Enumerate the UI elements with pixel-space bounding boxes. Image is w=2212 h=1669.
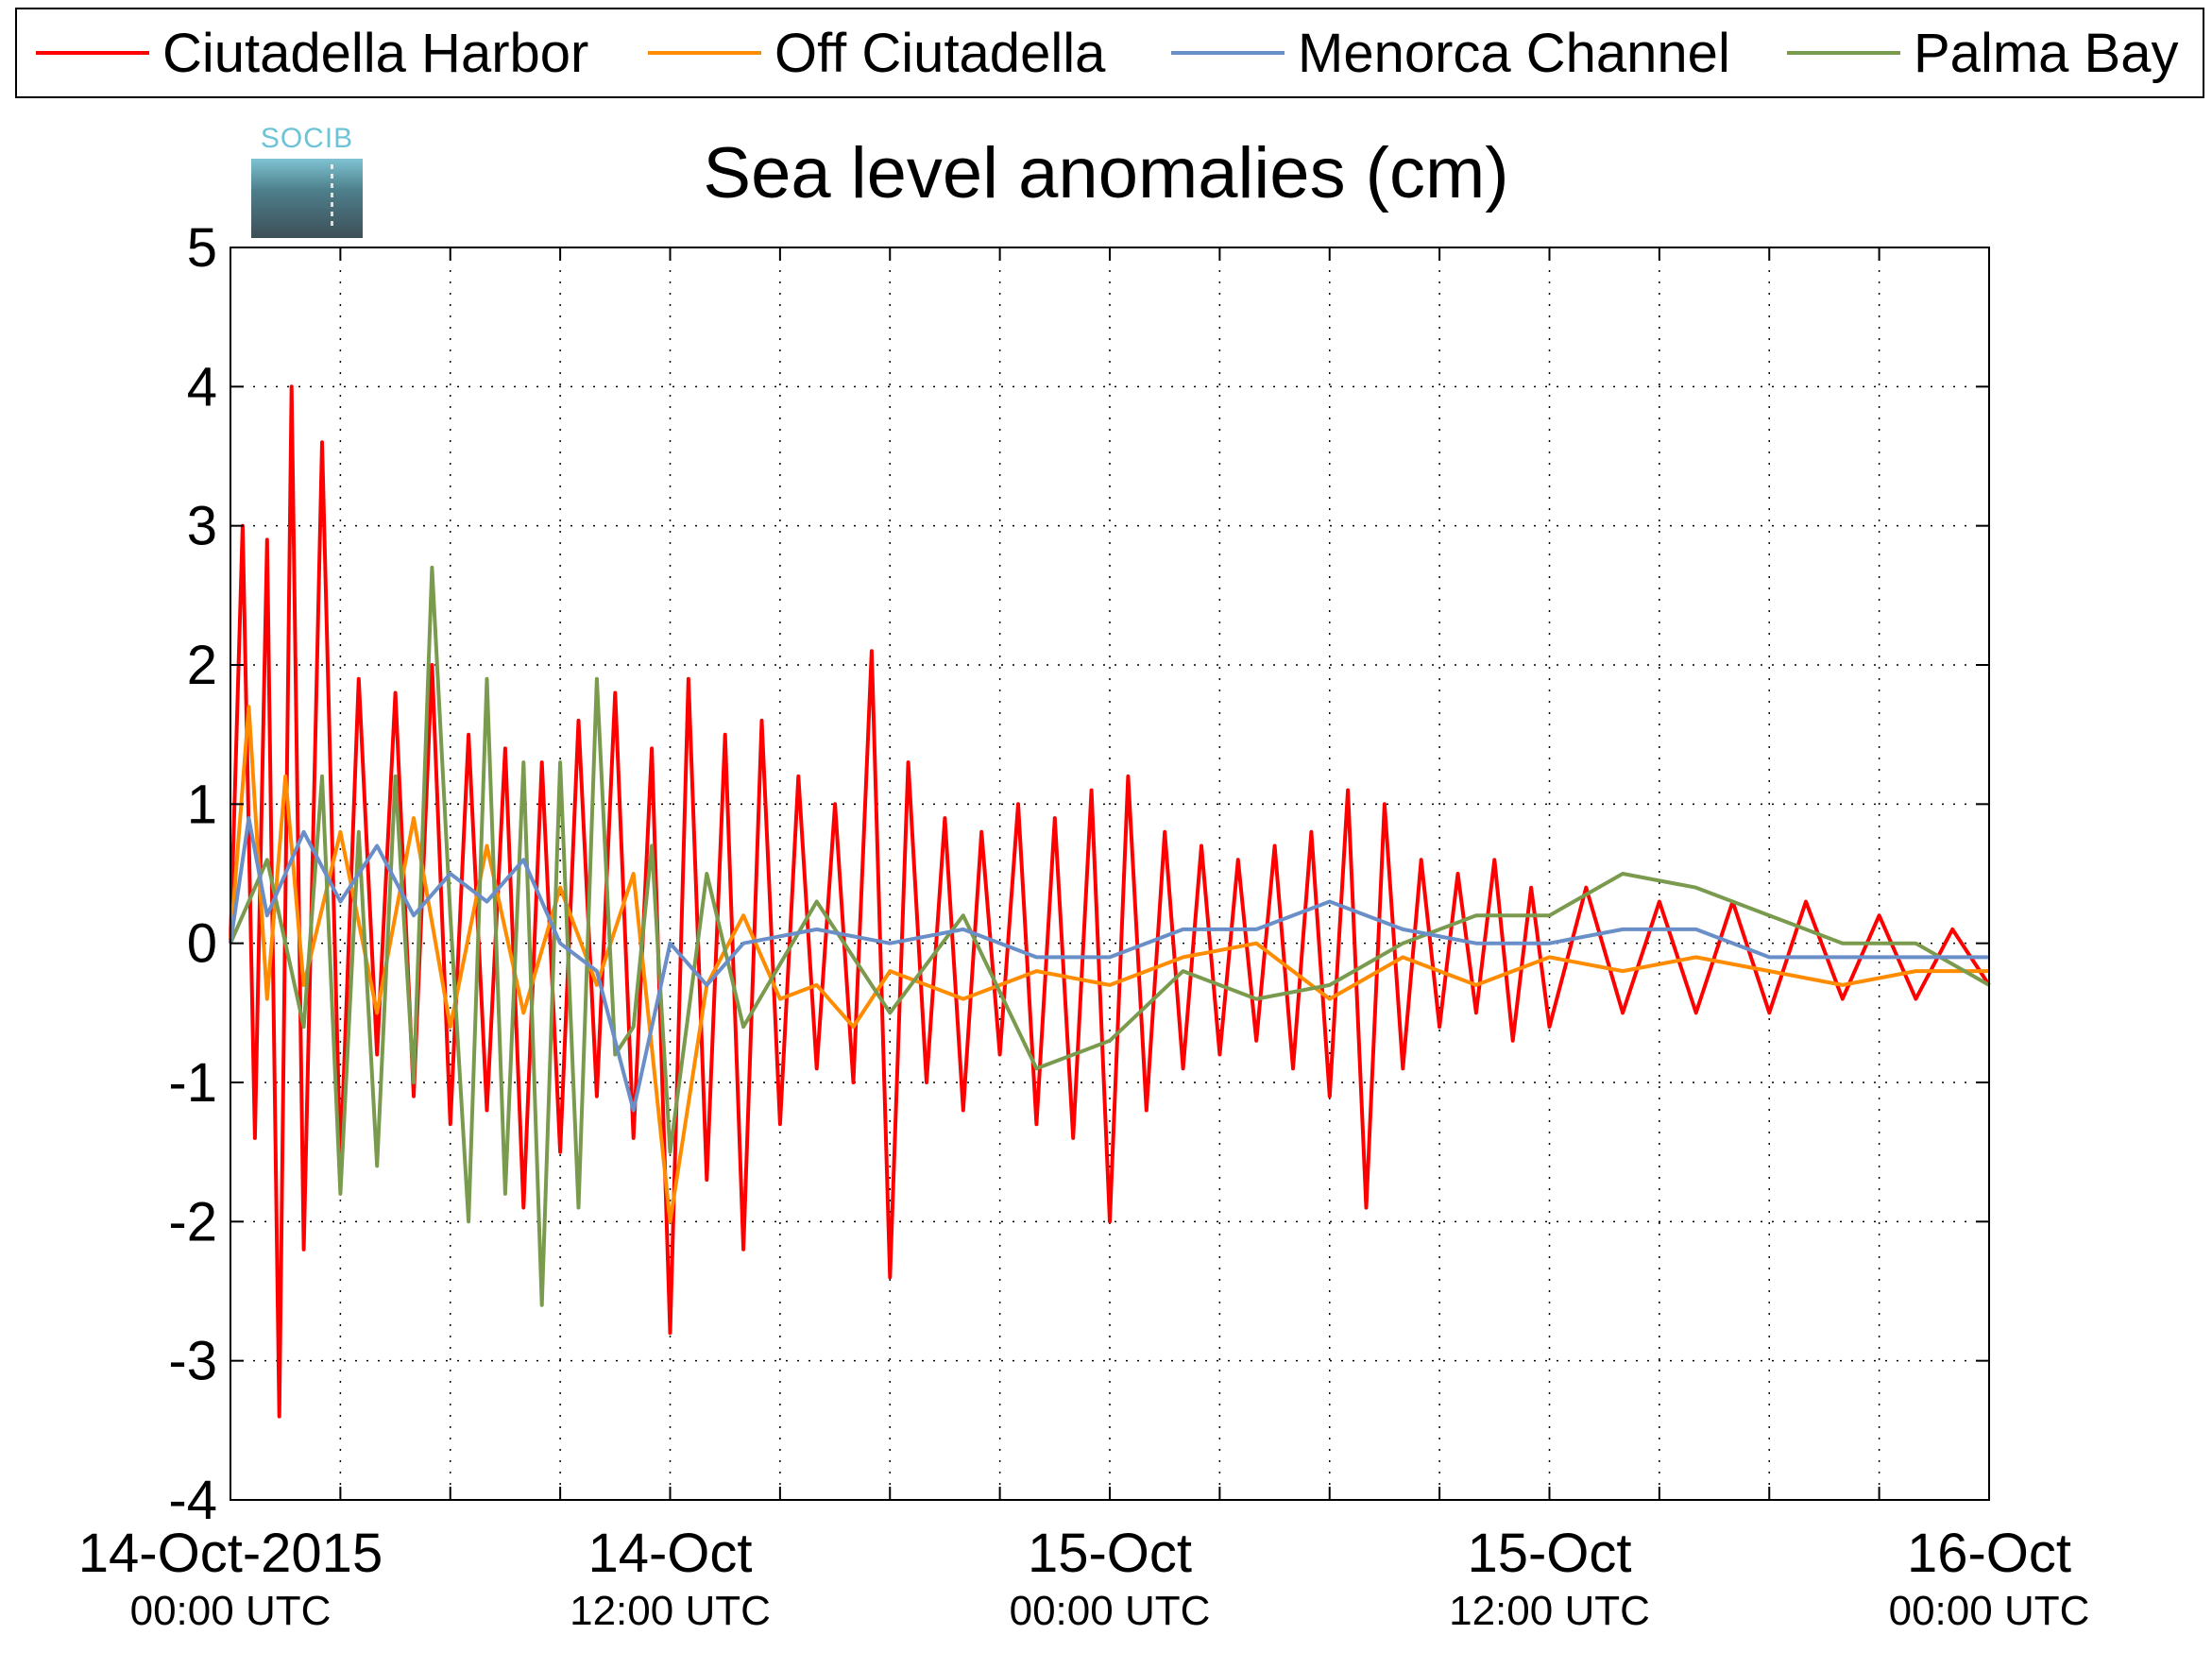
x-tick-label: 14-Oct [587,1523,752,1584]
y-tick-label: -3 [168,1331,217,1392]
x-tick-sublabel: 12:00 UTC [1449,1588,1650,1634]
y-tick-label: -4 [168,1470,217,1531]
y-tick-label: 1 [187,774,217,835]
legend-swatch [1171,51,1285,55]
logo-text: SOCIB [260,123,354,154]
legend-item-off-ciutadella: Off Ciutadella [648,9,1105,96]
series-line-menorca-channel [229,816,1989,1113]
legend-label: Off Ciutadella [774,22,1106,84]
y-tick-label: -1 [168,1052,217,1114]
logo-dash [331,164,333,230]
y-tick-label: -2 [168,1191,217,1252]
legend-item-palma-bay: Palma Bay [1787,9,2178,96]
legend: Ciutadella Harbor Off Ciutadella Menorca… [15,8,2204,98]
x-tick-sublabel: 00:00 UTC [1010,1588,1211,1634]
y-tick-label: 3 [187,496,217,557]
legend-swatch [648,51,761,55]
x-tick-label: 14-Oct-2015 [78,1523,383,1584]
legend-label: Palma Bay [1914,22,2179,84]
logo-graphic [251,159,363,238]
socib-logo: SOCIB [251,123,363,238]
legend-item-menorca-channel: Menorca Channel [1171,9,1730,96]
legend-swatch [1787,51,1900,55]
legend-label: Ciutadella Harbor [162,22,589,84]
y-tick-label: 5 [187,217,217,279]
x-tick-label: 15-Oct [1028,1523,1192,1584]
x-tick-sublabel: 00:00 UTC [1889,1588,2090,1634]
series-line-palma-bay [229,565,1990,1307]
series-lines [229,384,1991,1419]
y-tick-label: 4 [187,356,217,417]
legend-label: Menorca Channel [1298,22,1730,84]
series-line-off-ciutadella [229,705,1989,1224]
legend-item-ciutadella-harbor: Ciutadella Harbor [36,9,588,96]
legend-swatch [36,51,149,55]
x-tick-label: 15-Oct [1467,1523,1631,1584]
x-tick-label: 16-Oct [1907,1523,2071,1584]
y-tick-label: 2 [187,635,217,696]
chart-title: Sea level anomalies (cm) [703,133,1509,213]
x-tick-sublabel: 12:00 UTC [570,1588,771,1634]
x-tick-sublabel: 00:00 UTC [130,1588,332,1634]
y-tick-label: 0 [187,913,217,975]
